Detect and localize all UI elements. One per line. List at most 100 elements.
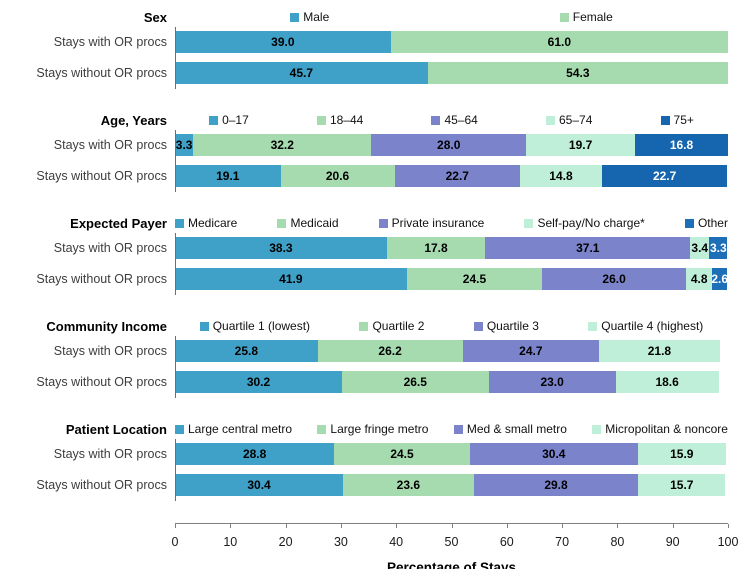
bar-value: 45.7 bbox=[289, 66, 314, 80]
row-label: Stays without OR procs bbox=[36, 66, 167, 80]
bar-segment-self-pay-no-charge: 4.8 bbox=[685, 268, 713, 290]
bar-value: 24.5 bbox=[390, 447, 414, 461]
bar-value: 23.6 bbox=[396, 478, 421, 492]
legend-swatch-icon bbox=[277, 218, 287, 228]
bar-segment-quartile-1-lowest: 30.2 bbox=[175, 371, 342, 393]
legend-item-quartile-3: Quartile 3 bbox=[473, 319, 539, 333]
legend-item-self-pay-no-charge: Self-pay/No charge* bbox=[524, 216, 645, 230]
bar-value: 4.8 bbox=[690, 272, 708, 286]
legend-label: Quartile 2 bbox=[372, 319, 425, 333]
bar-row: Stays with OR procs 25.8 26.2 24.7 21.8 bbox=[0, 340, 728, 362]
legend-label: 75+ bbox=[673, 113, 694, 127]
bar-segment-large-central-metro: 28.8 bbox=[175, 443, 335, 465]
bar-segment-0-17: 19.1 bbox=[175, 165, 281, 187]
legend-swatch-icon bbox=[559, 12, 569, 22]
x-axis-tick-label: 90 bbox=[665, 535, 680, 549]
bar-segment-male: 39.0 bbox=[175, 31, 391, 53]
x-axis-tick-labels: 0 10 20 30 40 50 60 70 80 90 100 bbox=[172, 528, 739, 549]
legend-swatch-icon bbox=[175, 424, 184, 434]
legend-label: Self-pay/No charge* bbox=[537, 216, 645, 230]
bar-value: 20.6 bbox=[325, 169, 350, 183]
bar-segment-large-fringe-metro: 23.6 bbox=[343, 474, 474, 496]
x-axis-tick bbox=[617, 524, 619, 528]
legend-label: Female bbox=[572, 10, 613, 24]
bar-value: 15.9 bbox=[670, 447, 694, 461]
bar-value: 30.2 bbox=[246, 375, 271, 389]
bar-segment-medicare: 41.9 bbox=[175, 268, 407, 290]
bar-segment-quartile-4-highest: 18.6 bbox=[615, 371, 719, 393]
bar-segment-quartile-4-highest: 21.8 bbox=[599, 340, 720, 362]
bar-track: 30.2 26.5 23.0 18.6 bbox=[175, 371, 728, 393]
panel-title: Patient Location bbox=[65, 421, 167, 437]
x-axis-tick-label: 40 bbox=[389, 535, 404, 549]
legend-swatch-icon bbox=[592, 424, 602, 434]
bar-row: Stays with OR procs 38.3 17.8 37.1 3.4 3.3 bbox=[0, 237, 728, 259]
legend-item-private-insurance: Private insurance bbox=[378, 216, 484, 230]
bar-value: 3.3 bbox=[175, 138, 193, 152]
x-axis-tick bbox=[340, 524, 342, 528]
bar-segment-quartile-3: 24.7 bbox=[462, 340, 600, 362]
bar-row: Stays without OR procs 19.1 20.6 22.7 14.8 22… bbox=[0, 165, 728, 187]
legend-item-female: Female bbox=[559, 10, 613, 24]
bar-track: 45.7 54.3 bbox=[175, 62, 728, 84]
legend-item-male: Male bbox=[290, 10, 329, 24]
legend-item-quartile-1-lowest: Quartile 1 (lowest) bbox=[199, 319, 311, 333]
bar-value: 22.7 bbox=[652, 169, 677, 183]
x-axis-tick-label: 60 bbox=[499, 535, 514, 549]
x-axis-title: Percentage of Stays bbox=[386, 560, 517, 569]
legend-label: Med & small metro bbox=[466, 422, 567, 436]
legend: 0–17 18–44 45–64 65–74 75+ bbox=[175, 113, 728, 127]
panel-community-income: Community Income Quartile 1 (lowest) Quart… bbox=[0, 317, 728, 398]
bar-segment-med-small-metro: 30.4 bbox=[469, 443, 638, 465]
legend-label: 18–44 bbox=[329, 113, 364, 127]
legend-swatch-icon bbox=[199, 321, 209, 331]
legend-label: Quartile 1 (lowest) bbox=[212, 319, 311, 333]
x-axis-tick bbox=[506, 524, 508, 528]
bar-value: 19.7 bbox=[568, 138, 593, 152]
bar-segment-medicaid: 17.8 bbox=[386, 237, 486, 259]
legend-label: Quartile 4 (highest) bbox=[601, 319, 704, 333]
legend: Quartile 1 (lowest) Quartile 2 Quartile 3 Q… bbox=[175, 319, 728, 333]
x-axis-tick bbox=[175, 524, 176, 528]
bar-segment-other: 3.3 bbox=[709, 237, 728, 259]
x-axis-tick-label: 30 bbox=[333, 535, 348, 549]
bar-value: 38.3 bbox=[269, 241, 293, 255]
row-label: Stays without OR procs bbox=[36, 272, 167, 286]
bar-value: 54.3 bbox=[566, 66, 590, 80]
bar-segment-med-small-metro: 29.8 bbox=[473, 474, 639, 496]
bar-segment-micropolitan-noncore: 15.7 bbox=[638, 474, 726, 496]
bar-segment-other: 2.6 bbox=[711, 268, 729, 290]
x-axis-tick bbox=[728, 524, 729, 528]
bar-segment-private-insurance: 37.1 bbox=[485, 237, 691, 259]
bar-segment-micropolitan-noncore: 15.9 bbox=[637, 443, 726, 465]
legend-item-large-central-metro: Large central metro bbox=[175, 422, 292, 436]
legend-item-75: 75+ bbox=[660, 113, 694, 127]
legend-item-65-74: 65–74 bbox=[546, 113, 592, 127]
bar-value: 26.0 bbox=[602, 272, 626, 286]
panel-title: Community Income bbox=[46, 318, 167, 334]
bar-value: 28.0 bbox=[437, 138, 461, 152]
panel-header: Patient Location Large central metro Large… bbox=[0, 420, 728, 438]
bar-value: 3.4 bbox=[691, 241, 709, 255]
bar-value: 2.6 bbox=[711, 272, 729, 286]
row-label: Stays with OR procs bbox=[53, 447, 167, 461]
row-label: Stays without OR procs bbox=[36, 375, 167, 389]
bar-segment-65-74: 14.8 bbox=[520, 165, 602, 187]
x-axis-tick-label: 50 bbox=[444, 535, 459, 549]
panel-age-years: Age, Years 0–17 18–44 45–64 65–74 75+ Stays wi… bbox=[0, 111, 728, 192]
bar-value: 24.7 bbox=[519, 344, 543, 358]
legend: Medicare Medicaid Private insurance Self-pa… bbox=[175, 216, 728, 230]
bar-group: Stays with OR procs 39.0 61.0 Stays without… bbox=[0, 27, 728, 89]
bar-track: 41.9 24.5 26.0 4.8 2.6 bbox=[175, 268, 728, 290]
bar-track: 3.3 32.2 28.0 19.7 16.8 bbox=[175, 134, 728, 156]
legend-label: Large fringe metro bbox=[330, 422, 429, 436]
bar-segment-large-central-metro: 30.4 bbox=[175, 474, 344, 496]
bar-value: 19.1 bbox=[216, 169, 240, 183]
legend-item-quartile-2: Quartile 2 bbox=[359, 319, 424, 333]
panel-sex: Sex Male Female Stays with OR procs 39.0 61.0… bbox=[0, 8, 728, 89]
x-axis-tick-label: 10 bbox=[223, 535, 238, 549]
row-label: Stays with OR procs bbox=[53, 138, 167, 152]
legend-item-18-44: 18–44 bbox=[316, 113, 364, 127]
bar-segment-65-74: 19.7 bbox=[526, 134, 636, 156]
bar-segment-large-fringe-metro: 24.5 bbox=[334, 443, 470, 465]
